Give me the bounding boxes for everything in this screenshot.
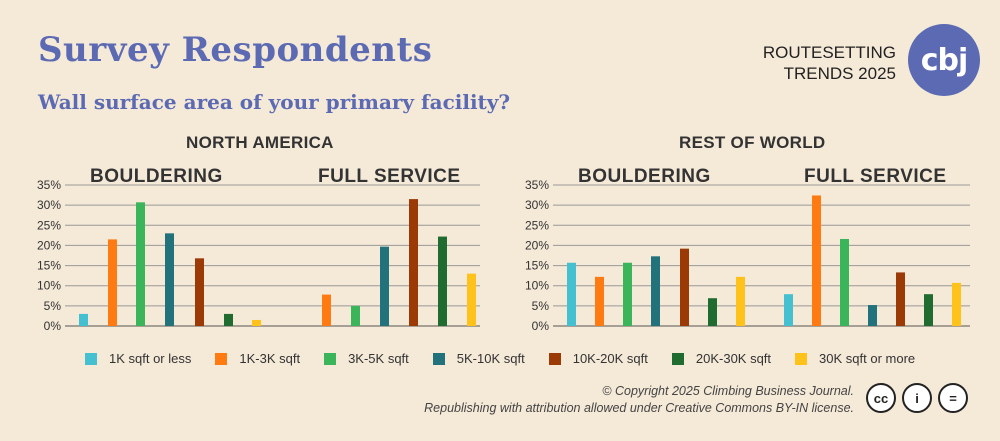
legend-label: 1K sqft or less [109,351,192,366]
bar [252,319,261,326]
bar [708,298,717,326]
legend-label: 5K-10K sqft [456,351,525,366]
legend-swatch [432,352,445,365]
y-tick-label: 30% [525,198,549,212]
bar [136,202,145,326]
legend-label: 3K-5K sqft [348,351,409,366]
bar [924,294,933,326]
no-derivatives-icon: = [938,383,968,413]
chart-legend: 1K sqft or less 1K-3K sqft 3K-5K sqft 5K-10… [85,351,939,366]
y-tick-label: 35% [37,178,61,192]
copyright-line-2: Republishing with attribution allowed un… [424,401,854,415]
y-tick-label: 0% [532,319,550,333]
legend-swatch [548,352,561,365]
y-tick-label: 5% [44,299,62,313]
bar [108,239,117,326]
bar [680,248,689,326]
cc-icon: cc [866,383,896,413]
region-label-rest-of-world: REST OF WORLD [679,133,826,152]
bar [623,262,632,326]
bar [195,258,204,326]
y-tick-label: 30% [37,198,61,212]
legend-swatch [671,352,684,365]
section-label-row-bouldering: BOULDERING [578,166,711,187]
legend-label: 20K-30K sqft [695,351,772,366]
legend-swatch [795,352,808,365]
y-tick-label: 10% [525,279,549,293]
y-tick-label: 35% [525,178,549,192]
bar [840,238,849,326]
attribution-icon: i [902,383,932,413]
cc-license-badges: cc i = [866,383,974,413]
bar [567,262,576,326]
bar [651,256,660,326]
bar [467,273,476,326]
legend-item: 10K-20K sqft [548,351,648,366]
copyright-line-1: © Copyright 2025 Climbing Business Journ… [602,384,854,398]
section-label-na-bouldering: BOULDERING [90,166,223,187]
legend-label: 10K-20K sqft [572,351,648,366]
y-tick-label: 25% [37,218,61,232]
bar [351,305,360,326]
y-tick-label: 10% [37,279,61,293]
brand-text: ROUTESETTING TRENDS 2025 [763,42,896,84]
bar [595,276,604,326]
y-tick-label: 5% [532,299,550,313]
legend-swatch [85,352,97,365]
legend-item: 30K sqft or more [795,351,915,366]
legend-item: 5K-10K sqft [432,351,525,366]
y-tick-label: 20% [37,238,61,252]
bar [165,233,174,326]
section-label-na-full-service: FULL SERVICE [318,166,461,187]
y-tick-label: 20% [525,238,549,252]
bar [896,272,905,326]
bar [438,236,447,326]
legend-swatch [215,352,228,365]
legend-label: 1K-3K sqft [239,351,301,366]
brand-line-1: ROUTESETTING [762,43,896,62]
bar [322,294,331,326]
legend-item: 1K-3K sqft [215,351,300,366]
bar [380,246,389,326]
legend-item: 3K-5K sqft [324,351,409,366]
bar [952,282,961,326]
region-label-north-america: NORTH AMERICA [186,133,334,152]
bar [409,199,418,326]
page-title: Survey Respondents [38,30,433,70]
copyright-notice: © Copyright 2025 Climbing Business Journ… [424,383,854,417]
bar [868,305,877,326]
legend-swatch [324,352,337,365]
legend-item: 20K-30K sqft [671,351,772,366]
cbj-logo: cbj [908,24,980,96]
y-tick-label: 0% [44,319,62,333]
brand-line-2: TRENDS 2025 [783,64,896,83]
y-tick-label: 15% [37,259,61,273]
y-tick-label: 15% [525,259,549,273]
bar [812,195,821,326]
page-subtitle: Wall surface area of your primary facili… [38,90,511,114]
bar [79,313,88,326]
bar [224,313,233,326]
legend-item: 1K sqft or less [85,351,191,366]
legend-label: 30K sqft or more [819,351,916,366]
y-tick-label: 25% [525,218,549,232]
bar [736,276,745,326]
bar [784,294,793,326]
section-label-row-full-service: FULL SERVICE [804,166,947,187]
